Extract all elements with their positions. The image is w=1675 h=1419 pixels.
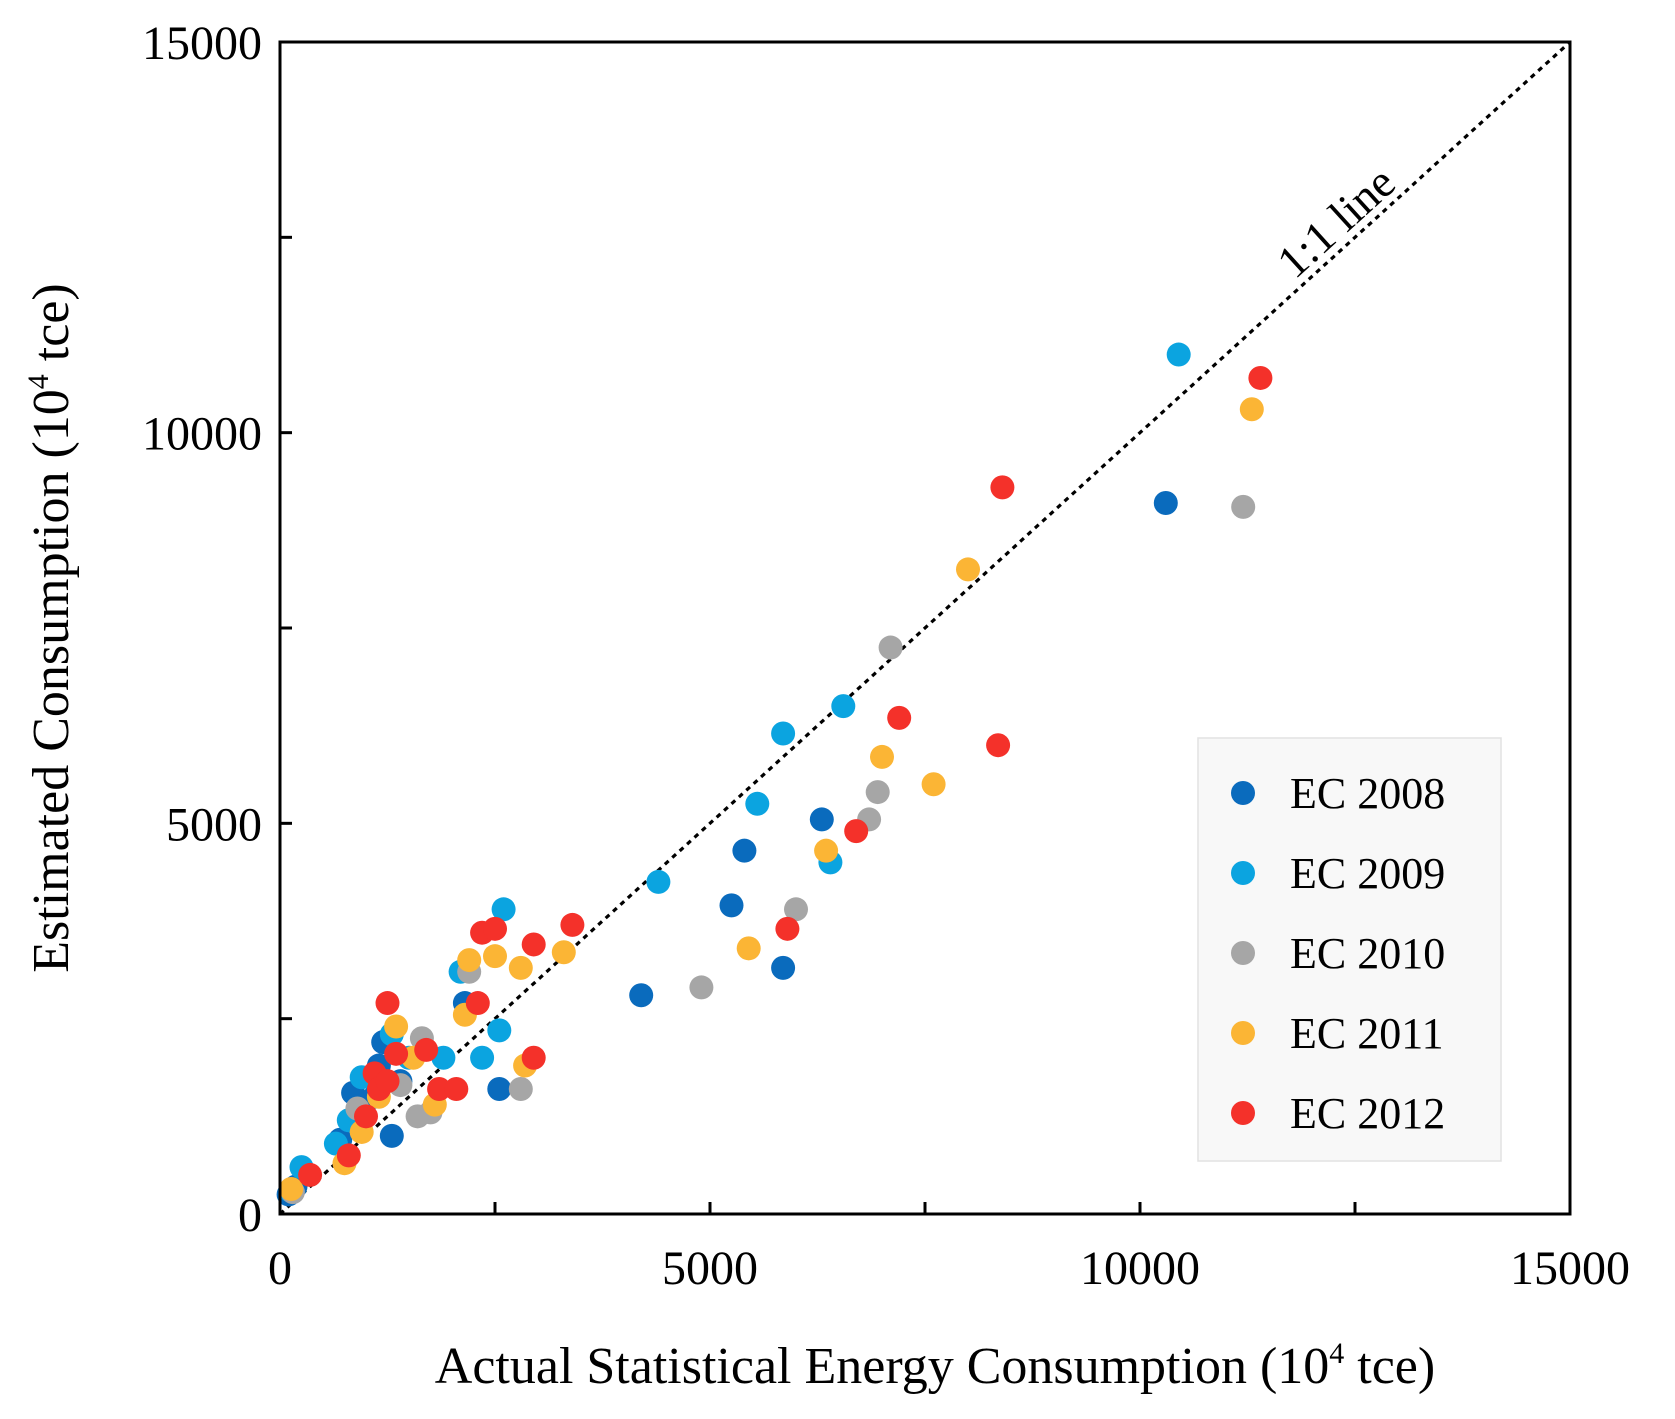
legend-label-ec-2011: EC 2011: [1290, 1009, 1444, 1058]
data-point-ec-2011: [551, 940, 576, 965]
data-point-ec-2012: [887, 705, 912, 730]
x-tick-label: 5000: [662, 1242, 758, 1295]
legend-marker-ec-2010: [1231, 941, 1255, 965]
data-point-ec-2012: [1248, 365, 1273, 390]
data-point-ec-2009: [831, 694, 856, 719]
legend-label-ec-2012: EC 2012: [1290, 1089, 1445, 1138]
x-tick-label: 15000: [1510, 1242, 1630, 1295]
data-point-ec-2012: [990, 475, 1015, 500]
data-point-ec-2009: [1166, 342, 1191, 367]
legend-label-ec-2010: EC 2010: [1290, 929, 1445, 978]
data-point-ec-2012: [521, 1045, 546, 1070]
data-point-ec-2012: [375, 991, 400, 1016]
legend-label-ec-2009: EC 2009: [1290, 849, 1445, 898]
data-point-ec-2010: [878, 635, 903, 660]
data-point-ec-2008: [379, 1123, 404, 1148]
axis-ticks: 0 5000 10000 15000 0 5000 10000 15000: [142, 17, 1630, 1295]
data-point-ec-2011: [279, 1176, 304, 1201]
data-point-ec-2012: [844, 819, 869, 844]
data-point-ec-2012: [354, 1104, 378, 1129]
data-point-ec-2008: [1153, 490, 1178, 515]
data-point-ec-2012: [986, 733, 1011, 758]
data-point-ec-2009: [646, 869, 671, 894]
data-point-ec-2011: [921, 772, 946, 797]
data-point-ec-2009: [487, 1018, 512, 1043]
data-point-ec-2009: [745, 791, 770, 816]
data-point-ec-2011: [1239, 397, 1264, 422]
data-point-ec-2012: [375, 1069, 400, 1094]
data-point-ec-2010: [508, 1076, 533, 1101]
legend-marker-ec-2011: [1231, 1021, 1255, 1045]
data-point-ec-2011: [736, 936, 761, 961]
y-axis-label: Estimated Consumption (104 tce): [22, 283, 80, 972]
data-point-ec-2008: [719, 893, 744, 918]
x-axis-label-superscript: 4: [1329, 1337, 1344, 1370]
data-point-ec-2008: [487, 1076, 512, 1101]
data-point-ec-2012: [414, 1037, 439, 1062]
data-point-ec-2011: [384, 1014, 409, 1039]
data-point-ec-2010: [865, 780, 890, 805]
y-tick-label: 15000: [142, 17, 262, 70]
y-tick-label: 0: [238, 1189, 262, 1242]
data-point-ec-2012: [560, 912, 585, 937]
data-point-ec-2008: [809, 807, 834, 832]
x-axis-label-text: Actual Statistical Energy Consumption (1…: [435, 1338, 1330, 1395]
data-point-ec-2010: [689, 975, 714, 1000]
data-point-ec-2012: [336, 1143, 361, 1168]
x-tick-label: 0: [268, 1242, 292, 1295]
legend-label-ec-2008: EC 2008: [1290, 769, 1445, 818]
data-point-ec-2011: [483, 944, 507, 969]
data-point-ec-2012: [465, 991, 490, 1016]
data-point-ec-2012: [444, 1076, 469, 1101]
y-tick-label: 5000: [166, 798, 262, 851]
x-tick-label: 10000: [1080, 1242, 1200, 1295]
data-point-ec-2009: [470, 1045, 495, 1070]
data-point-ec-2012: [298, 1162, 323, 1187]
data-point-ec-2012: [427, 1076, 452, 1101]
data-point-ec-2012: [775, 916, 800, 941]
y-axis-label-unit: tce): [23, 283, 80, 374]
legend-marker-ec-2008: [1231, 781, 1255, 805]
reference-line-group: [278, 40, 1572, 1216]
y-axis-label-superscript: 4: [22, 374, 55, 389]
data-point-ec-2011: [956, 557, 980, 582]
data-point-ec-2011: [508, 955, 533, 980]
legend-marker-ec-2009: [1231, 861, 1255, 885]
reference-line: [278, 40, 1572, 1216]
data-point-ec-2008: [771, 955, 796, 980]
data-point-ec-2010: [1231, 494, 1256, 519]
data-point-ec-2011: [457, 948, 482, 973]
data-point-ec-2011: [870, 744, 894, 769]
data-point-ec-2008: [732, 838, 757, 863]
x-axis-label: Actual Statistical Energy Consumption (1…: [435, 1337, 1435, 1395]
data-point-ec-2012: [521, 932, 546, 957]
data-point-ec-2009: [771, 721, 796, 746]
x-axis-label-unit: tce): [1344, 1338, 1435, 1395]
data-point-ec-2012: [483, 916, 507, 941]
data-point-ec-2010: [784, 897, 808, 922]
y-axis-label-text: Estimated Consumption (10: [23, 389, 80, 973]
data-point-ec-2011: [814, 838, 839, 863]
data-point-ec-2009: [491, 897, 516, 922]
data-point-ec-2012: [384, 1041, 409, 1066]
legend: EC 2008 EC 2009 EC 2010 EC 2011 EC 2012: [1197, 737, 1502, 1162]
legend-marker-ec-2012: [1231, 1101, 1255, 1125]
data-point-ec-2008: [629, 983, 654, 1008]
y-tick-label: 10000: [142, 408, 262, 461]
data-points: [276, 342, 1273, 1207]
